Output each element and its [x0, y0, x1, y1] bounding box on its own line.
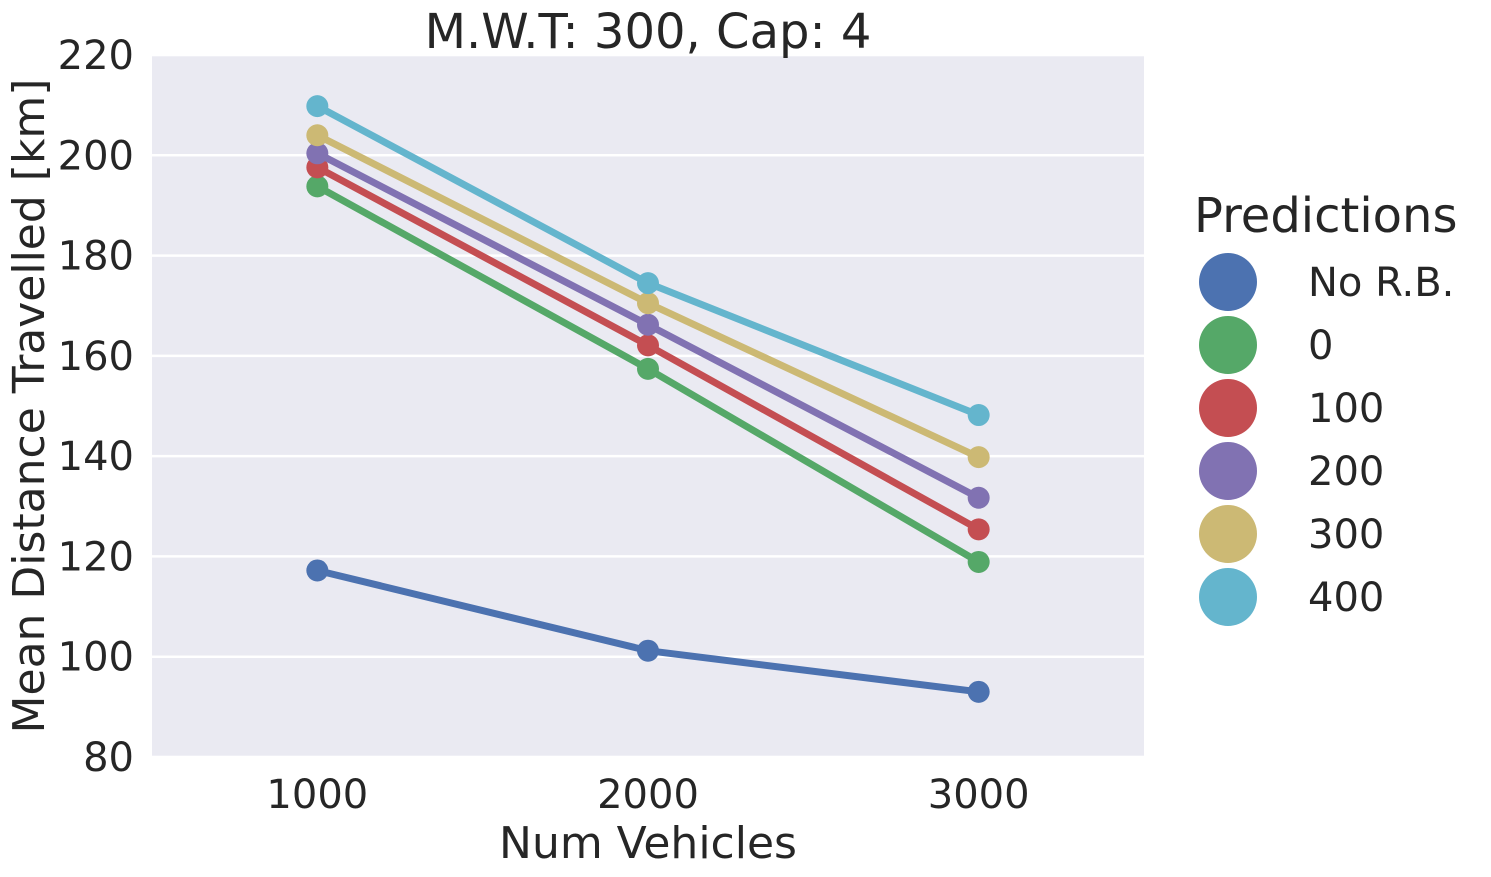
legend-label-300: 300	[1308, 512, 1384, 558]
legend-item-0: 0	[1199, 316, 1333, 374]
series-0	[306, 175, 990, 573]
legend-label-200: 200	[1308, 449, 1384, 495]
point-400-2000	[637, 272, 659, 295]
point-300-3000	[967, 446, 990, 469]
point-100-2000	[637, 334, 659, 357]
legend-marker-no-r-b	[1199, 253, 1257, 311]
point-200-2000	[637, 313, 659, 336]
point-100-3000	[967, 518, 990, 541]
point-300-1000	[306, 124, 329, 147]
x-tick-label-3000: 3000	[928, 772, 1030, 818]
point-no-r-b-2000	[637, 639, 659, 662]
point-200-1000	[306, 142, 329, 165]
x-tick-label-1000: 1000	[266, 772, 368, 818]
y-tick-label-220: 220	[58, 33, 134, 79]
point-0-2000	[637, 357, 659, 380]
legend-marker-0	[1199, 316, 1257, 374]
y-tick-label-200: 200	[58, 133, 134, 179]
x-axis-title: Num Vehicles	[499, 818, 797, 869]
legend-title: Predictions	[1194, 188, 1457, 244]
legend-item-100: 100	[1199, 379, 1384, 437]
legend-marker-300	[1199, 505, 1257, 563]
legend-marker-100	[1199, 379, 1257, 437]
point-no-r-b-3000	[967, 680, 990, 703]
legend-label-400: 400	[1308, 575, 1384, 621]
point-400-1000	[306, 95, 329, 118]
x-tick-labels: 1000 2000 3000	[266, 772, 1029, 818]
legend-item-400: 400	[1199, 568, 1384, 626]
chart-title: M.W.T: 300, Cap: 4	[425, 4, 872, 60]
y-tick-label-160: 160	[58, 334, 134, 380]
series-no-r-b	[306, 559, 990, 703]
legend-item-300: 300	[1199, 505, 1384, 563]
legend-marker-400	[1199, 568, 1257, 626]
series-layer	[306, 95, 990, 703]
y-tick-label-80: 80	[83, 735, 134, 781]
legend-item-no-r-b: No R.B.	[1199, 253, 1454, 311]
point-300-2000	[637, 292, 659, 315]
point-0-3000	[967, 550, 990, 573]
y-tick-label-120: 120	[58, 534, 134, 580]
legend: Predictions No R.B. 0 100 200 300 400	[1194, 188, 1457, 626]
y-tick-label-100: 100	[58, 635, 134, 681]
y-tick-labels: 80 100 120 140 160 180 200 220	[58, 33, 134, 781]
series-300	[306, 124, 990, 469]
y-tick-label-140: 140	[58, 434, 134, 480]
point-400-3000	[967, 404, 990, 427]
y-axis-title: Mean Distance Travelled [km]	[4, 79, 55, 734]
legend-item-200: 200	[1199, 442, 1384, 500]
point-0-1000	[306, 175, 329, 198]
point-200-3000	[967, 486, 990, 509]
legend-label-no-r-b: No R.B.	[1308, 260, 1454, 306]
legend-label-0: 0	[1308, 323, 1333, 369]
point-no-r-b-1000	[306, 559, 329, 582]
legend-marker-200	[1199, 442, 1257, 500]
series-200	[306, 142, 990, 509]
x-tick-label-2000: 2000	[597, 772, 699, 818]
legend-label-100: 100	[1308, 386, 1384, 432]
series-400	[306, 95, 990, 427]
y-tick-label-180: 180	[58, 234, 134, 280]
